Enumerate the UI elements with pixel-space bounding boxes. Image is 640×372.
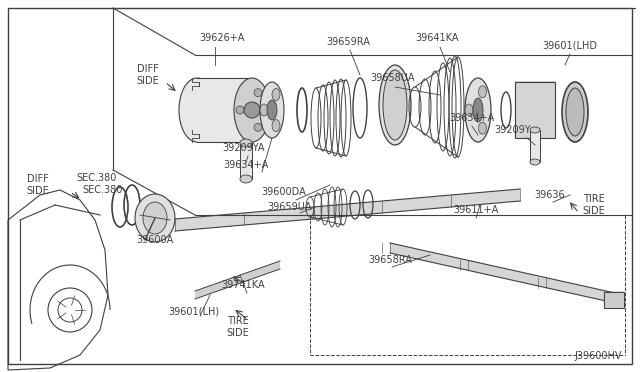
- Ellipse shape: [143, 202, 167, 234]
- Ellipse shape: [260, 104, 268, 116]
- Text: 39611+A: 39611+A: [453, 205, 499, 215]
- Ellipse shape: [530, 127, 540, 133]
- Text: 39600DA: 39600DA: [262, 187, 307, 197]
- Text: 39641KA: 39641KA: [415, 33, 459, 43]
- Ellipse shape: [254, 124, 262, 131]
- Ellipse shape: [272, 119, 280, 132]
- Text: DIFF
SIDE: DIFF SIDE: [136, 64, 159, 86]
- Ellipse shape: [465, 104, 473, 116]
- Text: 39209YA: 39209YA: [223, 143, 265, 153]
- Ellipse shape: [240, 175, 252, 183]
- Text: SEC.380: SEC.380: [83, 185, 123, 195]
- Ellipse shape: [465, 78, 491, 142]
- Ellipse shape: [562, 82, 588, 142]
- Ellipse shape: [244, 102, 260, 118]
- Text: 39659RA: 39659RA: [326, 37, 370, 47]
- Ellipse shape: [379, 65, 411, 145]
- Text: 39634+A: 39634+A: [449, 113, 495, 123]
- Ellipse shape: [240, 139, 252, 147]
- Ellipse shape: [272, 89, 280, 100]
- Bar: [197, 78, 252, 142]
- Ellipse shape: [236, 106, 244, 114]
- Ellipse shape: [566, 88, 584, 136]
- Ellipse shape: [267, 100, 277, 120]
- Polygon shape: [175, 189, 520, 231]
- Polygon shape: [195, 261, 280, 299]
- Text: SEC.380: SEC.380: [77, 173, 117, 183]
- Text: 39600A: 39600A: [136, 235, 173, 245]
- Text: 39659UA: 39659UA: [268, 202, 312, 212]
- Text: 39658RA: 39658RA: [368, 255, 412, 265]
- Text: 39601(LH): 39601(LH): [168, 307, 220, 317]
- Ellipse shape: [179, 78, 215, 142]
- Text: 39626+A: 39626+A: [199, 33, 244, 43]
- Text: 39209Y: 39209Y: [495, 125, 531, 135]
- Text: 39658UA: 39658UA: [371, 73, 415, 83]
- Ellipse shape: [254, 89, 262, 97]
- Text: TIRE
SIDE: TIRE SIDE: [582, 194, 605, 216]
- Ellipse shape: [530, 159, 540, 165]
- Text: 39741KA: 39741KA: [221, 280, 265, 290]
- Ellipse shape: [383, 70, 407, 140]
- Ellipse shape: [479, 86, 486, 98]
- Bar: [530, 130, 540, 162]
- Text: J39600HV: J39600HV: [574, 351, 621, 361]
- Ellipse shape: [260, 82, 284, 138]
- Ellipse shape: [479, 122, 486, 134]
- Polygon shape: [390, 243, 624, 305]
- Ellipse shape: [234, 78, 270, 142]
- Text: 39634+A: 39634+A: [223, 160, 269, 170]
- Text: 39601(LHD: 39601(LHD: [543, 40, 598, 50]
- Ellipse shape: [135, 194, 175, 242]
- Text: 39636: 39636: [534, 190, 565, 200]
- Text: TIRE
SIDE: TIRE SIDE: [227, 316, 250, 338]
- Text: DIFF
SIDE: DIFF SIDE: [27, 174, 49, 196]
- Ellipse shape: [473, 98, 483, 122]
- Bar: [604, 292, 624, 308]
- Bar: [240, 143, 252, 179]
- Bar: [515, 82, 555, 138]
